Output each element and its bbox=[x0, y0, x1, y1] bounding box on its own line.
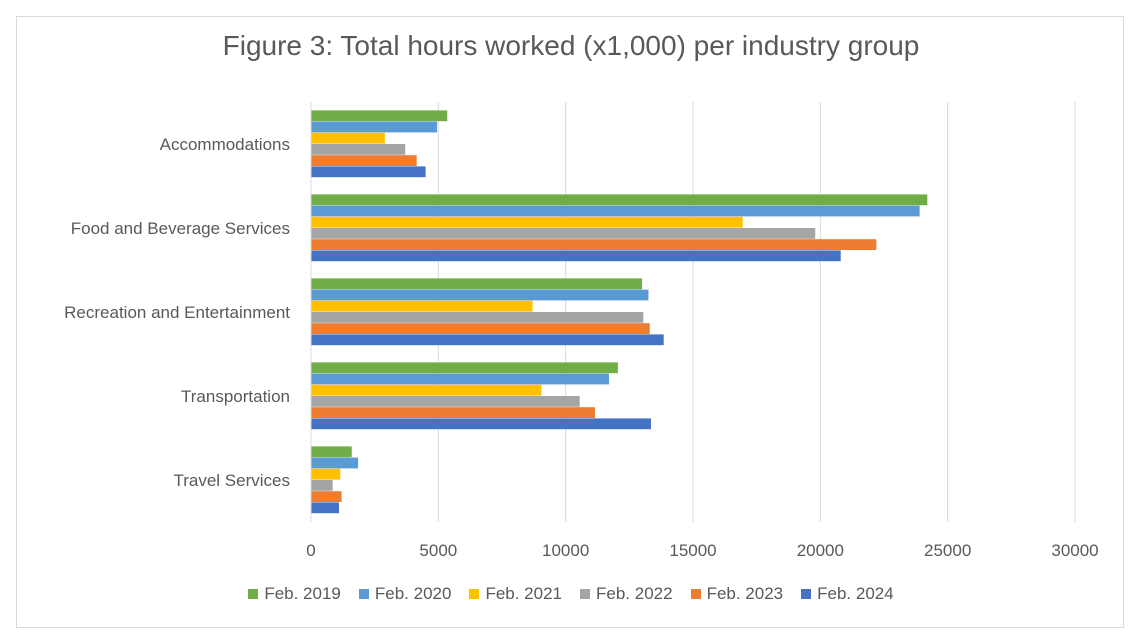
bar bbox=[311, 418, 651, 430]
bar bbox=[311, 396, 580, 407]
bar bbox=[311, 194, 928, 206]
bar bbox=[311, 278, 643, 290]
legend-item: Feb. 2024 bbox=[801, 584, 894, 604]
category-label: Accommodations bbox=[160, 135, 290, 154]
x-tick-label: 10000 bbox=[542, 541, 589, 560]
bar bbox=[311, 132, 385, 144]
bar bbox=[311, 155, 417, 166]
legend-label: Feb. 2021 bbox=[485, 584, 562, 603]
legend-item: Feb. 2022 bbox=[580, 584, 673, 604]
bar bbox=[311, 144, 406, 155]
legend-label: Feb. 2023 bbox=[706, 584, 784, 603]
bar bbox=[311, 166, 426, 178]
x-tick-label: 5000 bbox=[419, 541, 457, 560]
legend-swatch bbox=[248, 589, 259, 599]
legend-item: Feb. 2021 bbox=[469, 584, 562, 604]
legend-swatch bbox=[358, 589, 369, 599]
bar bbox=[311, 312, 644, 323]
x-tick-label: 30000 bbox=[1051, 541, 1098, 560]
x-tick-label: 25000 bbox=[924, 541, 971, 560]
x-tick-label: 15000 bbox=[669, 541, 716, 560]
bar bbox=[311, 362, 618, 374]
legend-item: Feb. 2023 bbox=[690, 584, 784, 604]
bar bbox=[311, 502, 340, 514]
bar bbox=[311, 468, 341, 480]
bar bbox=[311, 480, 333, 491]
category-label: Travel Services bbox=[173, 471, 290, 490]
category-label: Transportation bbox=[181, 387, 290, 406]
legend-item: Feb. 2019 bbox=[248, 584, 341, 604]
chart-legend: Feb. 2019 Feb. 2020 Feb. 2021 Feb. 2022 Feb.… bbox=[0, 584, 1142, 604]
bar bbox=[311, 121, 438, 133]
bar bbox=[311, 373, 609, 385]
bar bbox=[311, 457, 359, 469]
bar bbox=[311, 216, 743, 228]
bar bbox=[311, 334, 664, 346]
bar bbox=[311, 205, 920, 217]
category-label: Recreation and Entertainment bbox=[64, 303, 290, 322]
legend-swatch bbox=[690, 589, 701, 599]
legend-swatch bbox=[801, 589, 812, 599]
bar bbox=[311, 407, 595, 418]
bar bbox=[311, 250, 841, 262]
bar bbox=[311, 239, 877, 250]
bar bbox=[311, 384, 542, 396]
x-tick-label: 20000 bbox=[797, 541, 844, 560]
bar bbox=[311, 491, 342, 502]
x-tick-label: 0 bbox=[306, 541, 315, 560]
bar bbox=[311, 323, 650, 334]
legend-swatch bbox=[580, 589, 590, 599]
bar bbox=[311, 110, 448, 122]
legend-item: Feb. 2020 bbox=[358, 584, 452, 604]
chart-title: Figure 3: Total hours worked (x1,000) pe… bbox=[222, 30, 920, 61]
bar bbox=[311, 289, 649, 301]
bar bbox=[311, 300, 533, 312]
legend-label: Feb. 2022 bbox=[596, 584, 673, 603]
category-label: Food and Beverage Services bbox=[71, 219, 290, 238]
bar bbox=[311, 228, 816, 239]
legend-label: Feb. 2024 bbox=[817, 584, 894, 603]
legend-label: Feb. 2019 bbox=[264, 584, 341, 603]
bar bbox=[311, 446, 352, 458]
legend-label: Feb. 2020 bbox=[374, 584, 452, 603]
legend-swatch bbox=[469, 589, 480, 599]
